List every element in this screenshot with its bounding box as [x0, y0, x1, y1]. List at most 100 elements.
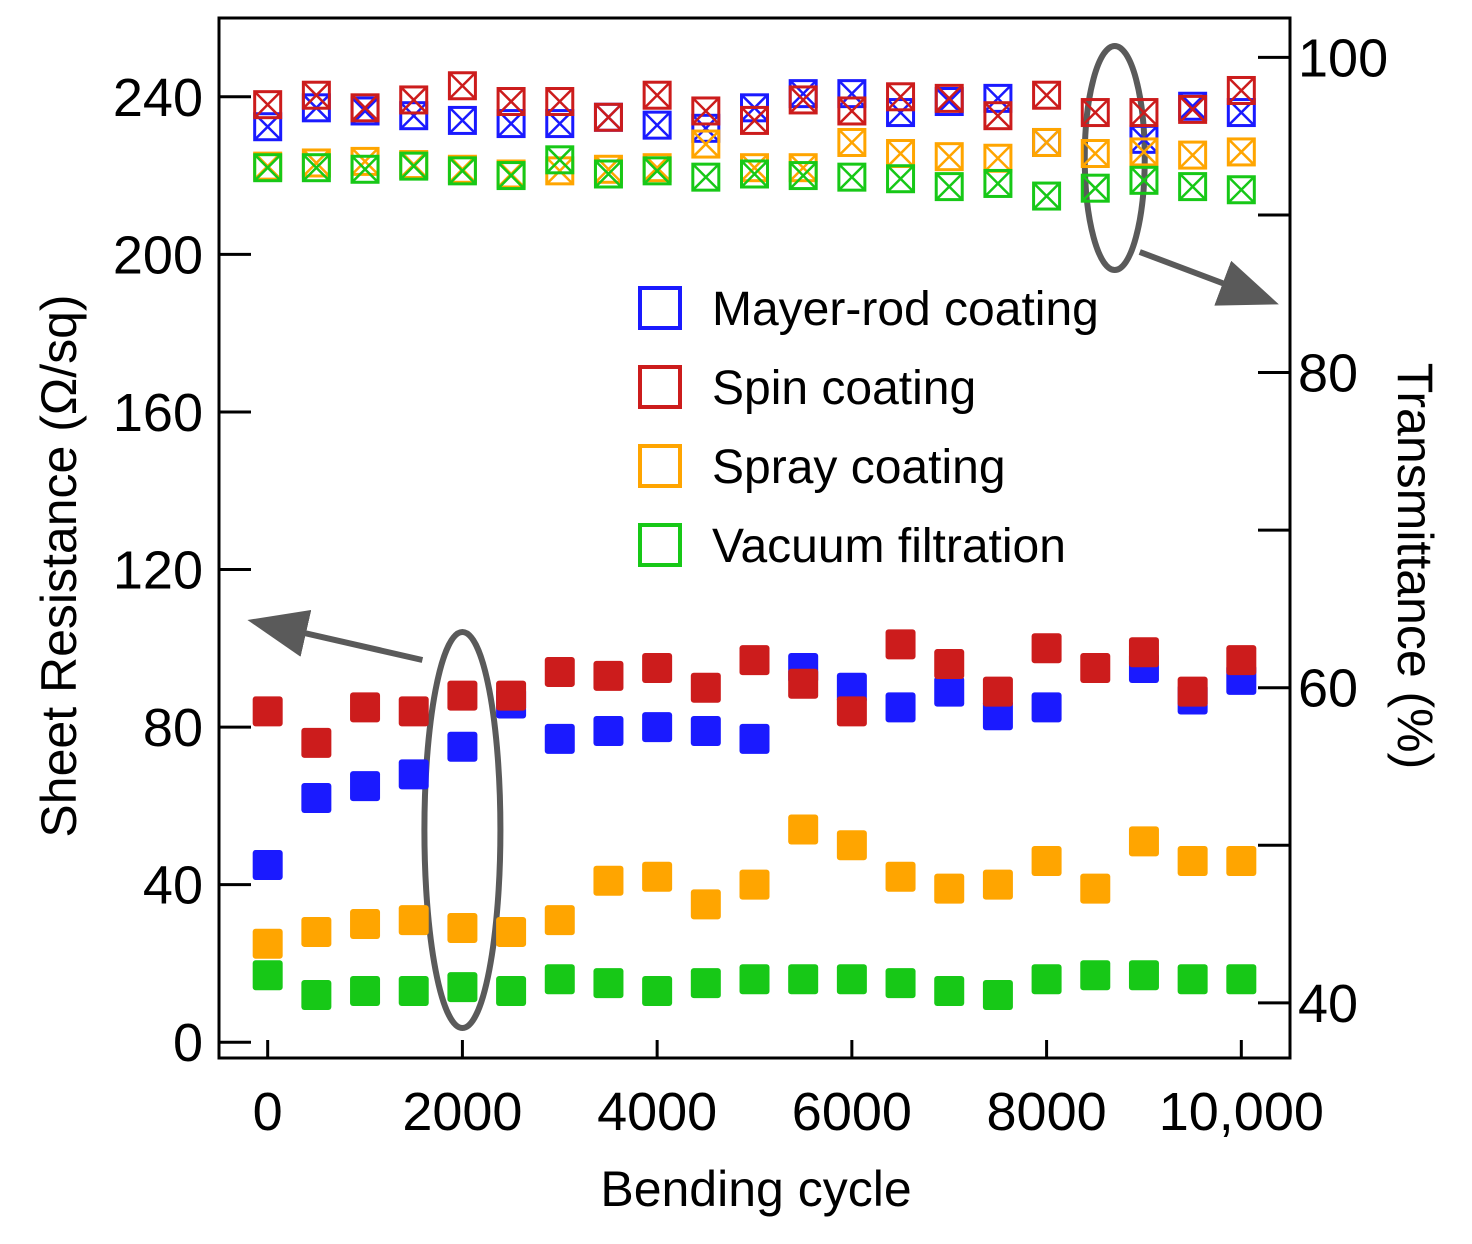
transmittance-point [1080, 139, 1110, 169]
legend-item: Spin coating [638, 362, 976, 415]
resistance-point [496, 680, 527, 711]
transmittance-point [837, 162, 867, 192]
transmittance-point [447, 105, 477, 135]
transmittance-point [788, 85, 818, 115]
x-tick-label: 0 [253, 1082, 283, 1142]
x-tick-label: 10,000 [1159, 1082, 1324, 1142]
resistance-point [593, 968, 624, 999]
transmittance-point [1178, 172, 1208, 202]
transmittance-point [1178, 140, 1208, 170]
annotation-ellipse-right [1081, 43, 1148, 273]
y-left-tick-label: 240 [113, 68, 203, 128]
resistance-point [934, 873, 965, 904]
resistance-point [642, 712, 673, 743]
transmittance-point [740, 153, 769, 183]
y-right-tick-label: 40 [1298, 974, 1358, 1034]
resistance-point [934, 676, 965, 707]
legend-swatch [638, 444, 682, 488]
transmittance-point [788, 161, 818, 191]
transmittance-point [1032, 181, 1062, 211]
resistance-point [934, 649, 965, 680]
resistance-point [982, 700, 1013, 731]
legend-item: Vacuum filtration [638, 520, 1066, 573]
transmittance-point [886, 139, 916, 169]
resistance-point [1128, 826, 1159, 857]
y-right-tick-label: 60 [1298, 659, 1358, 719]
transmittance-point [934, 172, 964, 202]
transmittance-point [837, 96, 867, 126]
transmittance-point [788, 79, 818, 109]
resistance-point [1031, 846, 1062, 877]
resistance-point [1031, 692, 1062, 723]
transmittance-point [691, 96, 721, 126]
transmittance-point [691, 162, 721, 192]
transmittance-point [399, 151, 429, 181]
resistance-point [739, 869, 770, 900]
resistance-point [1226, 846, 1257, 877]
transmittance-point [1226, 75, 1256, 105]
x-tick-label: 6000 [792, 1082, 912, 1142]
transmittance-point [1080, 98, 1110, 128]
resistance-point [593, 865, 624, 896]
transmittance-point [301, 80, 331, 110]
legend-label: Mayer-rod coating [712, 283, 1099, 336]
transmittance-point [983, 168, 1013, 198]
resistance-point [1080, 960, 1111, 991]
transmittance-point [593, 159, 623, 189]
resistance-point [1031, 964, 1062, 995]
marks-layer [252, 71, 1257, 1010]
transmittance-point [1129, 98, 1159, 128]
resistance-point [447, 731, 478, 762]
transmittance-point [253, 90, 283, 120]
resistance-point [690, 889, 721, 920]
resistance-point [836, 696, 867, 727]
resistance-point [885, 692, 916, 723]
transmittance-point [301, 153, 331, 183]
resistance-point [252, 849, 283, 880]
resistance-point [690, 968, 721, 999]
transmittance-point [886, 82, 916, 112]
transmittance-point [447, 71, 477, 101]
resistance-point [447, 913, 478, 943]
resistance-point [1080, 873, 1111, 904]
transmittance-point [934, 142, 964, 172]
resistance-point [544, 656, 575, 687]
legend-item: Spray coating [638, 441, 1006, 494]
transmittance-point [1178, 94, 1208, 124]
transmittance-point [642, 80, 672, 110]
resistance-point [982, 676, 1013, 707]
x-tick-label: 2000 [402, 1082, 522, 1142]
legend-label: Spin coating [712, 362, 976, 415]
transmittance-point [545, 145, 575, 175]
legend: Mayer-rod coating Spin coating Spray coati… [638, 283, 1099, 573]
transmittance-point [399, 101, 429, 131]
transmittance-point [1129, 165, 1159, 195]
resistance-point [690, 672, 721, 703]
plot-frame [217, 16, 1292, 1060]
transmittance-point [983, 101, 1013, 131]
legend-swatch [638, 365, 682, 409]
legend-label: Spray coating [712, 441, 1006, 494]
resistance-point [642, 653, 673, 683]
annotation-arrow-left [247, 609, 424, 663]
resistance-point [1031, 633, 1062, 664]
resistance-point [885, 629, 916, 660]
resistance-point [398, 905, 429, 936]
resistance-point [252, 928, 283, 959]
transmittance-point [740, 105, 769, 135]
transmittance-point [886, 164, 916, 194]
transmittance-point [593, 102, 623, 132]
resistance-point [1177, 676, 1208, 707]
transmittance-point [350, 154, 380, 184]
y-right-tick-label: 100 [1298, 28, 1388, 88]
resistance-point [496, 916, 527, 947]
resistance-point [252, 696, 283, 727]
y-left-tick-label: 200 [113, 225, 203, 285]
annotation-ellipse-left [421, 629, 504, 1031]
axes-layer: 0 2000 4000 6000 8000 10,000 0 40 80 120 160 200 240… [113, 28, 1388, 1142]
transmittance-point [1129, 137, 1159, 167]
y-axis-left-title: Sheet Resistance (Ω/sq) [31, 294, 87, 837]
resistance-point [1128, 637, 1159, 668]
resistance-point [885, 861, 916, 892]
